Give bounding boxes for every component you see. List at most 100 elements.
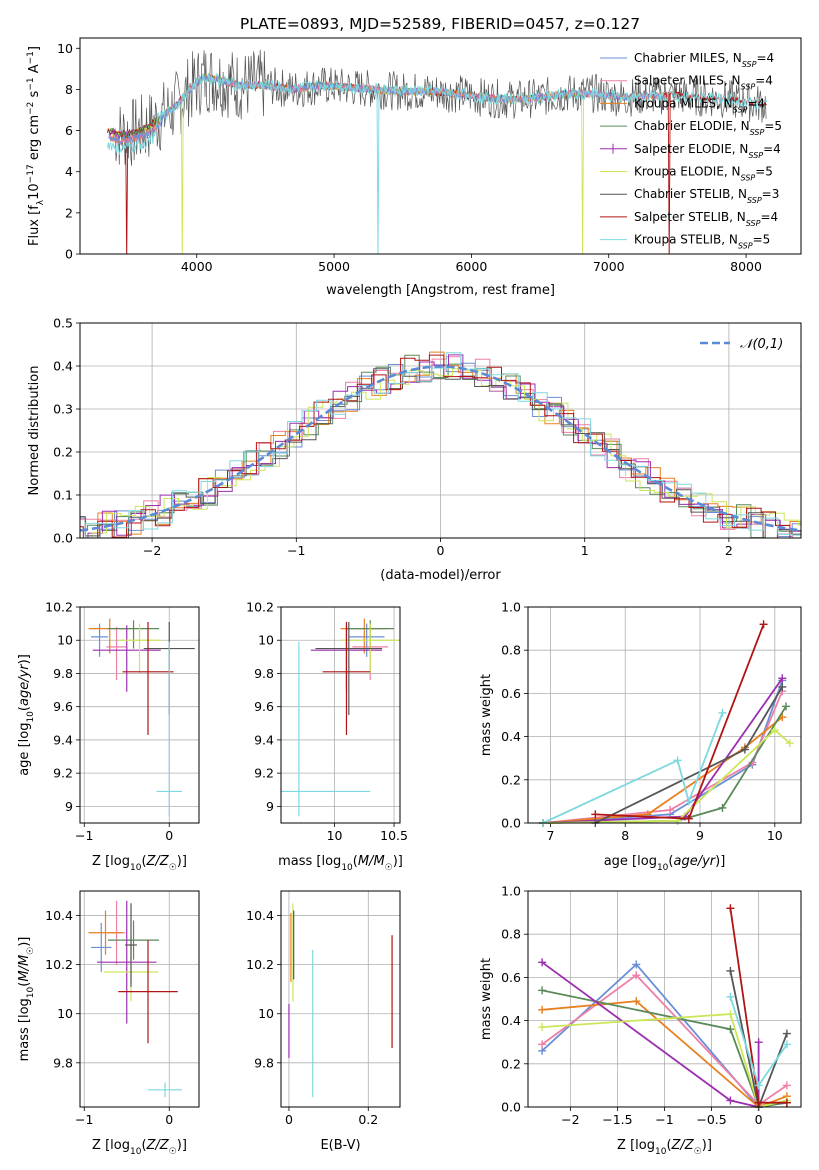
x-tick-label: 7000: [593, 259, 625, 274]
y-tick-label: 9: [65, 799, 73, 814]
residuals-ylabel: Normed distribution: [27, 366, 42, 496]
x-tick-label: 9: [696, 828, 704, 843]
mass_vs_ebv-points: [288, 903, 393, 1098]
y-tick-label: 10.2: [246, 600, 274, 615]
spectrum-xlabel: wavelength [Angstrom, rest frame]: [326, 283, 555, 298]
legend-label: Kroupa STELIB, NSSP=5: [634, 233, 770, 251]
x-tick-label: 10: [327, 828, 343, 843]
spectrum-axes: 4000 5000 6000 7000 8000 0 2 4 6 8 10: [57, 41, 762, 274]
y-tick-label: 9: [266, 799, 274, 814]
mass_vs_ebv-frame: [280, 890, 401, 1108]
spectrum-legend: Chabrier MILES, NSSP=4 Salpeter MILES, NS…: [600, 51, 782, 250]
age_vs_mass-points: [281, 618, 400, 817]
weight-line: [541, 974, 788, 1106]
x-tick-label: 7: [546, 828, 554, 843]
y-tick-label: 4: [65, 164, 73, 179]
y-tick-label: 0.0: [501, 816, 521, 831]
x-tick-label: −1.5: [602, 1112, 632, 1127]
y-tick-label: 1.0: [501, 884, 521, 899]
mass_vs_Z-xlabel: Z [log10(Z/Z☉)]: [92, 1138, 187, 1157]
massweight_vs_Z-ylabel: mass weight: [479, 958, 494, 1040]
massweight_vs_age-xlabel: age [log10(age/yr)]: [604, 854, 726, 873]
spectrum-frame: [79, 37, 802, 255]
weight-line: [542, 712, 724, 824]
legend-label: Salpeter MILES, NSSP=4: [634, 74, 773, 92]
y-tick-label: 10: [57, 633, 73, 648]
legend-label: Chabrier MILES, NSSP=4: [634, 51, 774, 69]
y-tick-label: 10.4: [45, 908, 73, 923]
x-tick-label: 6000: [455, 259, 487, 274]
legend-label: Chabrier STELIB, NSSP=3: [634, 187, 779, 205]
x-tick-label: 0: [165, 1112, 173, 1127]
x-tick-label: −1: [655, 1112, 673, 1127]
spectrum-series-group: [107, 49, 768, 254]
y-tick-label: 8: [65, 82, 73, 97]
y-tick-label: 0.8: [501, 927, 521, 942]
y-tick-label: 0.6: [501, 686, 521, 701]
spectrum-ylabel: Flux [fλ10−17 erg cm−2 s−1 A−1]: [26, 46, 46, 246]
y-tick-label: 9.6: [53, 699, 73, 714]
x-tick-label: 0: [437, 543, 445, 558]
y-tick-label: 10.2: [45, 957, 73, 972]
y-tick-label: 10.2: [246, 957, 274, 972]
x-tick-label: 0: [285, 1112, 293, 1127]
age_vs_mass-frame: [280, 606, 401, 824]
x-tick-label: −1: [75, 828, 93, 843]
x-tick-label: −0.5: [696, 1112, 726, 1127]
x-tick-label: −2: [561, 1112, 579, 1127]
weight-line: [541, 989, 788, 1109]
y-tick-label: 10: [258, 633, 274, 648]
y-tick-label: 10: [57, 41, 73, 56]
y-tick-label: 0.0: [53, 531, 73, 546]
figure-title: PLATE=0893, MJD=52589, FIBERID=0457, z=0…: [240, 15, 640, 33]
x-tick-label: 10.5: [380, 828, 408, 843]
y-tick-label: 0.2: [501, 1056, 521, 1071]
x-tick-label: 0.2: [358, 1112, 378, 1127]
y-tick-label: 0.5: [53, 316, 73, 331]
legend-label: Salpeter STELIB, NSSP=4: [634, 210, 778, 228]
mass_vs_Z-points: [88, 900, 182, 1098]
y-tick-label: 0.4: [501, 729, 521, 744]
massweight_vs_Z-frame: [527, 890, 802, 1108]
y-tick-label: 0.8: [501, 643, 521, 658]
age_vs_Z-frame: [79, 606, 200, 824]
weight-line: [542, 1013, 788, 1109]
x-tick-label: 0: [165, 828, 173, 843]
age_vs_Z-ylabel: age [log10(age/yr)]: [17, 654, 36, 776]
y-tick-label: 1.0: [501, 600, 521, 615]
legend-label: Kroupa MILES, NSSP=4: [634, 96, 765, 114]
y-tick-label: 0.4: [53, 359, 73, 374]
x-tick-label: 8: [621, 828, 629, 843]
weight-line: [541, 961, 760, 1109]
y-tick-label: 9.8: [254, 1055, 274, 1070]
y-tick-label: 0.6: [501, 970, 521, 985]
histogram-step: [80, 368, 801, 538]
y-tick-label: 9.8: [53, 1055, 73, 1070]
massweight_vs_Z-lines: [538, 904, 791, 1111]
x-tick-label: 1: [581, 543, 589, 558]
y-tick-label: 9.2: [254, 766, 274, 781]
massweight_vs_Z-xlabel: Z [log10(Z/Z☉)]: [617, 1138, 712, 1157]
mass_vs_ebv-axes: 0 0.2 9.8 10 10.2 10.4: [246, 891, 400, 1127]
normal-curve: [80, 365, 801, 532]
x-tick-label: 2: [725, 543, 733, 558]
y-tick-label: 10: [258, 1006, 274, 1021]
y-tick-label: 9.8: [254, 666, 274, 681]
y-tick-label: 0.4: [501, 1013, 521, 1028]
y-tick-label: 10: [57, 1006, 73, 1021]
y-tick-label: 10.4: [246, 908, 274, 923]
massweight_vs_age-frame: [527, 606, 802, 824]
y-tick-label: 9.2: [53, 766, 73, 781]
x-tick-label: −1: [75, 1112, 93, 1127]
x-tick-label: −1: [287, 543, 305, 558]
spectrum-line: [107, 72, 768, 254]
y-tick-label: 2: [65, 205, 73, 220]
age_vs_mass-xlabel: mass [log10(M/M☉)]: [278, 854, 403, 873]
residuals-xlabel: (data-model)/error: [380, 568, 501, 583]
legend-label: Kroupa ELODIE, NSSP=5: [634, 165, 773, 183]
y-tick-label: 9.4: [53, 732, 73, 747]
age_vs_Z-xlabel: Z [log10(Z/Z☉)]: [92, 854, 187, 873]
mass_vs_Z-ylabel: mass [log10(M/M☉)]: [17, 937, 36, 1062]
age_vs_Z-points: [88, 618, 195, 817]
age_vs_mass-axes: 10 10.5 9 9.2 9.4 9.6 9.8 10 10.2: [246, 600, 408, 844]
